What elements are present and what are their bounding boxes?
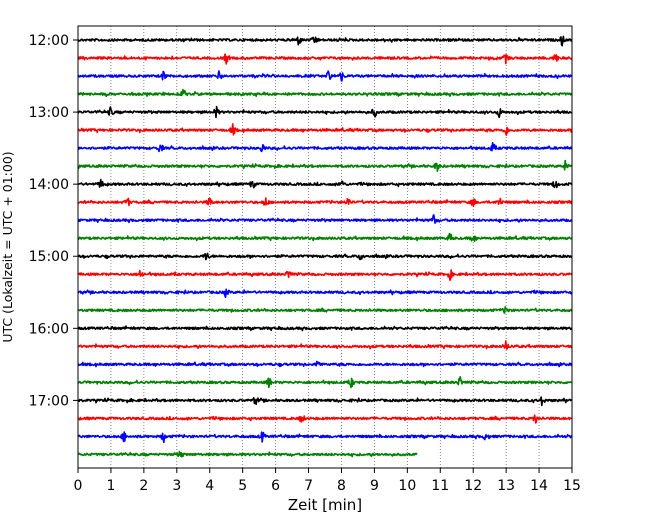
x-axis-ticks: 0 1 2 3 4 5 6 7 8 9 10 11 12 13 14 15 xyxy=(74,468,581,494)
trace-1300 xyxy=(77,105,573,119)
trace-1445 xyxy=(77,232,573,242)
x-tick-label: 0 xyxy=(74,478,83,494)
trace-1415 xyxy=(77,197,573,207)
trace-1315 xyxy=(77,123,573,136)
x-tick-label: 13 xyxy=(497,478,515,494)
trace-1215 xyxy=(77,53,573,65)
x-tick-label: 5 xyxy=(238,478,247,494)
trace-1715 xyxy=(77,414,573,424)
trace-1730 xyxy=(77,431,573,444)
x-tick-label: 4 xyxy=(205,478,214,494)
y-tick-label: 13:00 xyxy=(29,105,69,121)
x-tick-label: 12 xyxy=(464,478,482,494)
y-tick-label: 14:00 xyxy=(29,177,69,193)
y-tick-label: 15:00 xyxy=(29,249,69,265)
trace-1700 xyxy=(77,396,573,407)
x-tick-label: 1 xyxy=(106,478,115,494)
trace-1500 xyxy=(77,252,573,261)
trace-1645 xyxy=(77,376,573,389)
x-tick-label: 6 xyxy=(271,478,280,494)
grid-lines xyxy=(110,26,540,468)
x-tick-label: 3 xyxy=(172,478,181,494)
trace-1400 xyxy=(77,178,573,189)
y-tick-label: 17:00 xyxy=(29,393,69,409)
y-axis-ticks: 12:00 13:00 14:00 15:00 16:00 17:00 xyxy=(29,33,78,409)
trace-1600 xyxy=(77,325,573,332)
trace-1545 xyxy=(77,306,573,314)
x-tick-label: 2 xyxy=(139,478,148,494)
x-tick-label: 15 xyxy=(563,478,581,494)
trace-1630 xyxy=(77,360,572,368)
x-tick-label: 9 xyxy=(370,478,379,494)
trace-series xyxy=(77,35,573,458)
trace-1330 xyxy=(77,142,573,153)
x-axis-title: Zeit [min] xyxy=(288,496,362,514)
trace-1345 xyxy=(77,159,573,172)
trace-1530 xyxy=(77,288,573,298)
y-tick-label: 12:00 xyxy=(29,33,69,49)
plot-frame xyxy=(77,25,573,469)
x-tick-label: 7 xyxy=(304,478,313,494)
trace-1515 xyxy=(77,269,573,281)
trace-1430 xyxy=(77,214,573,224)
y-axis-title: UTC (Lokalzeit = UTC + 01:00) xyxy=(0,151,15,342)
x-tick-label: 14 xyxy=(530,478,548,494)
y-tick-label: 16:00 xyxy=(29,321,69,337)
trace-1200 xyxy=(77,35,573,47)
trace-1745 xyxy=(77,450,418,458)
x-tick-label: 10 xyxy=(398,478,416,494)
x-tick-label: 11 xyxy=(431,478,449,494)
trace-1615 xyxy=(77,340,573,350)
trace-1230 xyxy=(77,70,573,82)
x-tick-label: 8 xyxy=(337,478,346,494)
trace-1245 xyxy=(77,88,573,98)
